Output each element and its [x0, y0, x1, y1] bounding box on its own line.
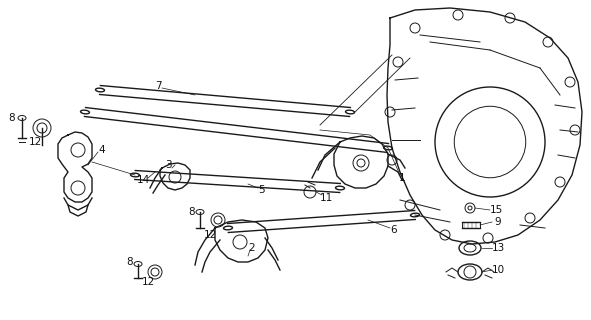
Text: 3: 3 — [165, 160, 171, 170]
Text: 15: 15 — [489, 205, 502, 215]
Text: 13: 13 — [491, 243, 505, 253]
Text: 14: 14 — [137, 175, 150, 185]
Text: 6: 6 — [391, 225, 397, 235]
Text: 12: 12 — [141, 277, 155, 287]
Text: 12: 12 — [203, 230, 217, 240]
Text: 1: 1 — [399, 173, 405, 183]
Text: 8: 8 — [189, 207, 195, 217]
Text: 11: 11 — [319, 193, 333, 203]
Text: 9: 9 — [495, 217, 501, 227]
Text: 12: 12 — [28, 137, 41, 147]
Text: 10: 10 — [492, 265, 505, 275]
Text: 8: 8 — [126, 257, 134, 267]
Text: 2: 2 — [249, 243, 255, 253]
Text: 8: 8 — [9, 113, 15, 123]
Text: 7: 7 — [155, 81, 161, 91]
Text: 5: 5 — [259, 185, 265, 195]
Text: 4: 4 — [99, 145, 105, 155]
